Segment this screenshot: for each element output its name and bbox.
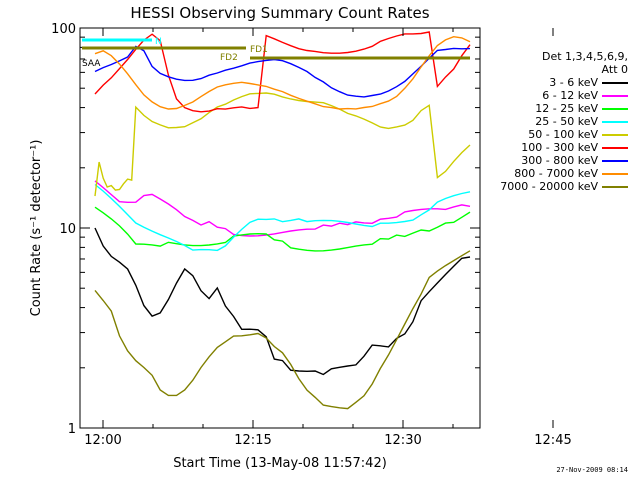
legend-item: 300 - 800 keV [478, 154, 628, 167]
x-tick-label-1: 12:15 [234, 433, 271, 448]
legend-item-swatch [602, 147, 628, 149]
y-axis-label: Count Rate (s⁻¹ detector⁻¹) [29, 140, 44, 317]
x-axis-label: Start Time (13-May-08 11:57:42) [173, 456, 387, 471]
legend-item-swatch [602, 173, 628, 175]
legend-item-label: 300 - 800 keV [521, 154, 598, 167]
annotation-label-1: FD1 [250, 45, 268, 55]
y-tick-label-1: 10 [59, 222, 76, 237]
legend-header-line2: Att 0 [601, 63, 628, 76]
legend-item: 12 - 25 keV [478, 102, 628, 115]
series-line-8 [94, 250, 471, 410]
legend: Det 1,3,4,5,6,9, Att 0 3 - 6 keV 6 - 12 k… [478, 50, 628, 193]
annotation-label-3: SAA [82, 59, 101, 69]
legend-item-swatch [602, 95, 628, 97]
legend-item-swatch [602, 108, 628, 110]
series-line-6 [94, 45, 471, 98]
chart-title: HESSI Observing Summary Count Rates [130, 4, 429, 22]
series-line-3 [94, 183, 471, 252]
series-line-0 [94, 227, 471, 376]
series-line-2 [94, 206, 471, 252]
y-tick-label-2: 100 [51, 22, 76, 37]
legend-item-label: 25 - 50 keV [535, 115, 598, 128]
legend-item-label: 6 - 12 keV [542, 89, 598, 102]
legend-item-swatch [602, 186, 628, 188]
legend-item-label: 50 - 100 keV [528, 128, 598, 141]
legend-item-label: 800 - 7000 keV [514, 167, 598, 180]
legend-item: 6 - 12 keV [478, 89, 628, 102]
series-line-1 [94, 180, 471, 237]
x-tick-label-3: 12:45 [534, 433, 571, 448]
series-line-7 [94, 35, 471, 110]
legend-item-swatch [602, 82, 628, 84]
annotation-label-2: FD2 [220, 53, 238, 63]
plot-frame [79, 27, 481, 429]
legend-item: 25 - 50 keV [478, 115, 628, 128]
legend-item-label: 12 - 25 keV [535, 102, 598, 115]
legend-item-swatch [602, 134, 628, 136]
legend-item-swatch [602, 160, 628, 162]
legend-item: 50 - 100 keV [478, 128, 628, 141]
annotation-label-0: N [155, 37, 162, 47]
x-tick-label-2: 12:30 [384, 433, 421, 448]
series-line-5 [94, 31, 471, 113]
legend-header-line1: Det 1,3,4,5,6,9, [541, 50, 628, 63]
legend-item: 800 - 7000 keV [478, 167, 628, 180]
x-tick-label-0: 12:00 [84, 433, 121, 448]
series-line-4 [94, 92, 471, 197]
legend-item-swatch [602, 121, 628, 123]
legend-item: 100 - 300 keV [478, 141, 628, 154]
y-tick-label-0: 1 [68, 422, 76, 437]
legend-item: 7000 - 20000 keV [478, 180, 628, 193]
legend-item-label: 100 - 300 keV [521, 141, 598, 154]
plot-area: 12:0012:1512:3012:4513:0013:1513:3011010… [51, 22, 572, 448]
legend-item-label: 7000 - 20000 keV [500, 180, 598, 193]
footer-timestamp: 27-Nov-2009 08:14 [556, 466, 628, 474]
legend-item: 3 - 6 keV [478, 76, 628, 89]
legend-item-label: 3 - 6 keV [549, 76, 598, 89]
